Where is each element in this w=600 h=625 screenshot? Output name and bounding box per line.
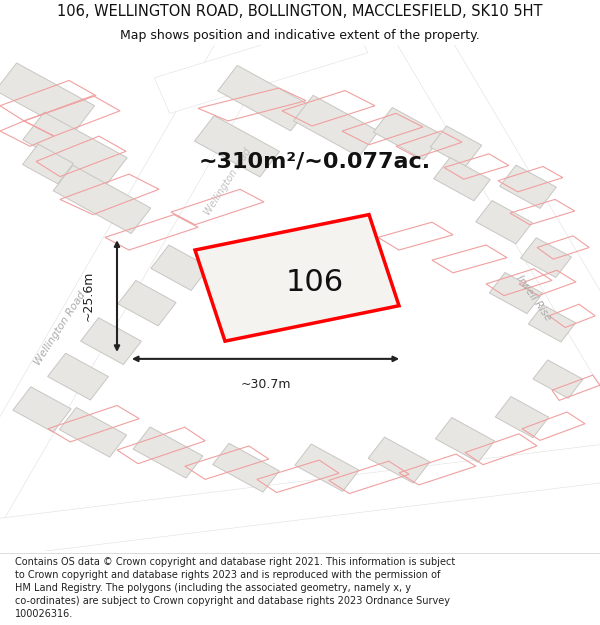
Polygon shape bbox=[528, 305, 576, 342]
Text: Map shows position and indicative extent of the property.: Map shows position and indicative extent… bbox=[120, 29, 480, 42]
Polygon shape bbox=[521, 238, 571, 278]
Polygon shape bbox=[59, 408, 127, 457]
Text: to Crown copyright and database rights 2023 and is reproduced with the permissio: to Crown copyright and database rights 2… bbox=[15, 570, 440, 580]
Polygon shape bbox=[151, 245, 209, 291]
Text: 106, WELLINGTON ROAD, BOLLINGTON, MACCLESFIELD, SK10 5HT: 106, WELLINGTON ROAD, BOLLINGTON, MACCLE… bbox=[57, 4, 543, 19]
Text: Wellington Road: Wellington Road bbox=[32, 290, 88, 367]
Text: 106: 106 bbox=[286, 269, 344, 298]
Polygon shape bbox=[154, 17, 368, 114]
Polygon shape bbox=[489, 272, 543, 314]
Text: HM Land Registry. The polygons (including the associated geometry, namely x, y: HM Land Registry. The polygons (includin… bbox=[15, 583, 411, 593]
Polygon shape bbox=[23, 112, 127, 186]
Text: ~310m²/~0.077ac.: ~310m²/~0.077ac. bbox=[199, 151, 431, 171]
Polygon shape bbox=[0, 63, 95, 133]
Polygon shape bbox=[218, 66, 310, 131]
Polygon shape bbox=[368, 437, 430, 483]
Polygon shape bbox=[195, 214, 399, 341]
Polygon shape bbox=[295, 444, 359, 491]
Text: ~25.6m: ~25.6m bbox=[82, 271, 95, 321]
Polygon shape bbox=[397, 25, 600, 399]
Polygon shape bbox=[53, 165, 151, 234]
Text: 100026316.: 100026316. bbox=[15, 609, 73, 619]
Text: Irwell Rise: Irwell Rise bbox=[515, 274, 553, 322]
Polygon shape bbox=[533, 360, 583, 398]
Text: Contains OS data © Crown copyright and database right 2021. This information is : Contains OS data © Crown copyright and d… bbox=[15, 557, 455, 567]
Polygon shape bbox=[436, 418, 494, 462]
Polygon shape bbox=[500, 165, 556, 208]
Polygon shape bbox=[476, 201, 532, 244]
Text: co-ordinates) are subject to Crown copyright and database rights 2023 Ordnance S: co-ordinates) are subject to Crown copyr… bbox=[15, 596, 450, 606]
Polygon shape bbox=[0, 441, 600, 560]
Polygon shape bbox=[133, 427, 203, 478]
Polygon shape bbox=[194, 116, 280, 177]
Polygon shape bbox=[47, 353, 109, 400]
Polygon shape bbox=[0, 24, 278, 534]
Polygon shape bbox=[118, 281, 176, 326]
Polygon shape bbox=[13, 387, 71, 432]
Polygon shape bbox=[23, 144, 73, 184]
Polygon shape bbox=[495, 397, 549, 437]
Polygon shape bbox=[80, 318, 142, 364]
Text: ~30.7m: ~30.7m bbox=[240, 378, 291, 391]
Text: Wellington road: Wellington road bbox=[203, 146, 253, 217]
Polygon shape bbox=[293, 96, 379, 157]
Polygon shape bbox=[430, 126, 482, 166]
Polygon shape bbox=[373, 107, 443, 160]
Polygon shape bbox=[434, 158, 490, 201]
Polygon shape bbox=[212, 443, 280, 492]
